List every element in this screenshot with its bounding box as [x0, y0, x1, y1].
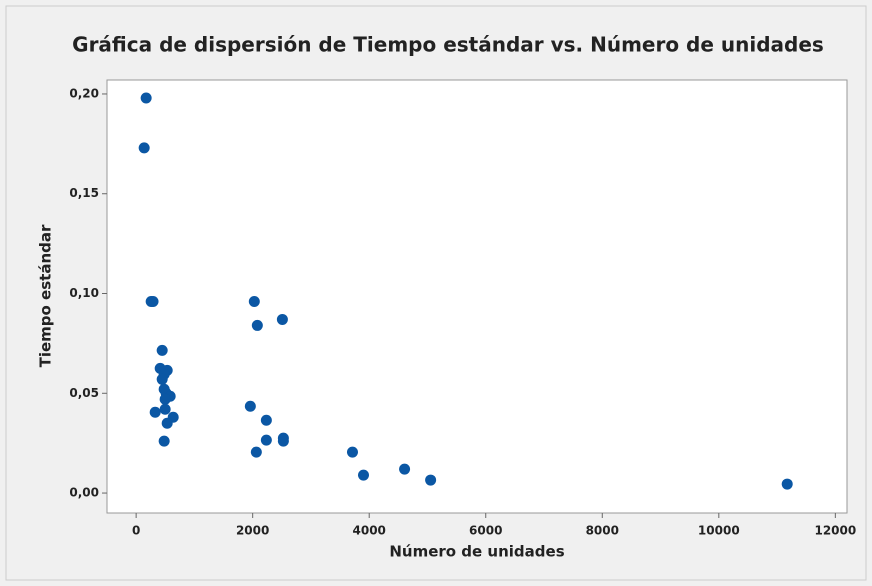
point	[248, 295, 260, 307]
x-tick-label: 0	[132, 524, 140, 538]
point	[161, 417, 173, 429]
point	[149, 406, 161, 418]
y-tick-label: 0,05	[69, 386, 99, 400]
x-tick-label: 4000	[353, 524, 386, 538]
x-tick-label: 2000	[236, 524, 269, 538]
x-tick-label: 10000	[698, 524, 740, 538]
point	[147, 295, 159, 307]
x-tick-label: 8000	[586, 524, 619, 538]
point	[260, 434, 272, 446]
point	[156, 373, 168, 385]
point	[244, 400, 256, 412]
chart-title: Gráfica de dispersión de Tiempo estándar…	[72, 33, 824, 57]
point	[140, 92, 152, 104]
point	[250, 446, 262, 458]
plot-area	[106, 79, 848, 514]
point	[251, 319, 263, 331]
y-tick-label: 0,10	[69, 286, 99, 300]
y-tick-label: 0,15	[69, 186, 99, 200]
point	[277, 435, 289, 447]
y-axis-label: Tiempo estándar	[37, 224, 55, 367]
point	[357, 469, 369, 481]
point	[260, 414, 272, 426]
point	[156, 344, 168, 356]
point	[346, 446, 358, 458]
x-axis-label: Número de unidades	[389, 543, 564, 561]
point	[159, 403, 171, 415]
point	[138, 142, 150, 154]
y-tick-label: 0,20	[69, 86, 99, 100]
y-tick-label: 0,00	[69, 486, 99, 500]
point	[781, 478, 793, 490]
x-tick-label: 12000	[814, 524, 856, 538]
point	[399, 463, 411, 475]
x-tick-label: 6000	[469, 524, 502, 538]
point	[158, 435, 170, 447]
point	[276, 313, 288, 325]
point	[159, 393, 171, 405]
point	[425, 474, 437, 486]
